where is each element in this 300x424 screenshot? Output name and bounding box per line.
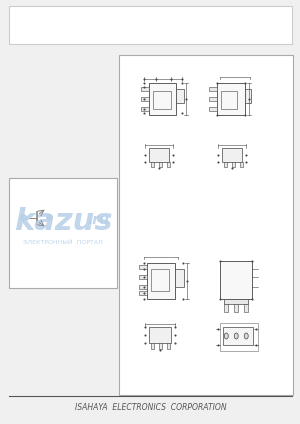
Text: ЭЛЕКТРОННЫЙ  ПОРТАЛ: ЭЛЕКТРОННЫЙ ПОРТАЛ <box>23 240 103 245</box>
Ellipse shape <box>234 333 238 339</box>
Bar <box>245 89 251 103</box>
Bar <box>175 269 184 287</box>
Ellipse shape <box>224 333 228 339</box>
Bar <box>221 91 237 109</box>
Bar <box>234 304 238 312</box>
Bar <box>220 261 252 299</box>
Bar <box>139 291 147 295</box>
Bar <box>151 269 169 291</box>
Bar <box>224 304 228 312</box>
Bar <box>148 148 169 162</box>
Bar <box>209 107 217 111</box>
Bar <box>141 107 148 111</box>
Bar <box>159 343 162 349</box>
Bar <box>223 327 253 345</box>
Bar <box>141 87 148 91</box>
Bar <box>224 299 248 304</box>
Bar <box>232 162 235 167</box>
Bar <box>222 148 242 162</box>
Bar <box>224 162 227 167</box>
Bar <box>139 275 147 279</box>
Bar <box>119 55 293 395</box>
Bar <box>148 83 176 115</box>
Bar <box>148 327 170 343</box>
Text: ISAHAYA  ELECTRONICS  CORPORATION: ISAHAYA ELECTRONICS CORPORATION <box>75 404 226 413</box>
Bar <box>209 97 217 101</box>
Bar <box>9 178 117 288</box>
Bar <box>159 162 162 167</box>
Bar <box>141 97 148 101</box>
Bar <box>153 91 170 109</box>
Bar <box>139 285 147 289</box>
Bar <box>176 89 184 103</box>
Text: .ru: .ru <box>88 213 110 227</box>
Bar <box>167 343 170 349</box>
Bar <box>240 162 243 167</box>
Bar <box>209 87 217 91</box>
Bar <box>220 323 258 351</box>
Bar <box>139 265 147 269</box>
Bar <box>9 6 292 44</box>
Ellipse shape <box>244 333 248 339</box>
Bar <box>217 83 245 115</box>
Bar <box>244 304 248 312</box>
Bar <box>167 162 170 167</box>
Text: kazus: kazus <box>14 207 112 237</box>
Bar <box>151 162 154 167</box>
Bar <box>147 263 175 299</box>
Bar <box>151 343 154 349</box>
